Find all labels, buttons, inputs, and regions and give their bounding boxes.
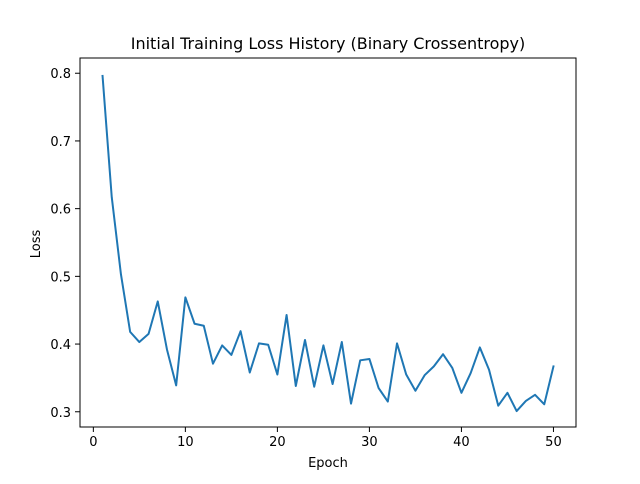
y-tick-label: 0.6 xyxy=(50,203,71,218)
y-tick-label: 0.7 xyxy=(50,135,71,150)
plot-frame xyxy=(79,57,577,428)
y-tick-label: 0.8 xyxy=(50,67,71,82)
x-tick-label: 0 xyxy=(89,435,97,450)
x-tick-label: 10 xyxy=(177,435,194,450)
chart-title: Initial Training Loss History (Binary Cr… xyxy=(131,34,526,53)
x-tick-label: 20 xyxy=(269,435,286,450)
plot-area: 0 10 20 30 40 50 0.3 0.4 0.5 0.6 0.7 0.8 xyxy=(50,57,577,450)
y-tick-label: 0.3 xyxy=(50,406,71,421)
x-axis-label: Epoch xyxy=(308,456,348,471)
x-tick-label: 30 xyxy=(361,435,378,450)
x-tick-label: 40 xyxy=(453,435,470,450)
x-tick-label: 50 xyxy=(545,435,562,450)
y-tick-label: 0.5 xyxy=(50,270,71,285)
y-tick-label: 0.4 xyxy=(50,338,71,353)
loss-series-line xyxy=(101,74,555,413)
y-axis-label: Loss xyxy=(29,230,44,259)
